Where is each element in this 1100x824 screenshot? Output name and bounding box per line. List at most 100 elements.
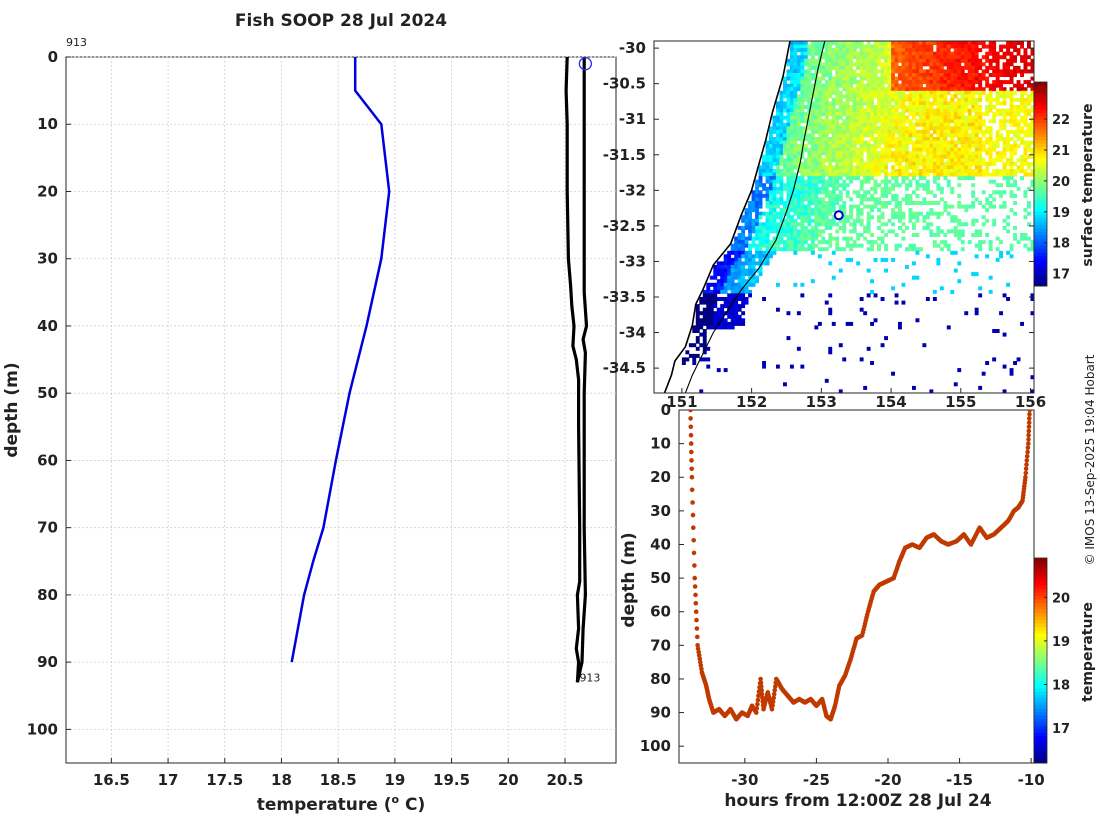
sst-cell bbox=[796, 48, 801, 53]
depth-time-y-tick-label: 40 bbox=[650, 535, 671, 553]
sst-cell bbox=[981, 69, 986, 74]
sst-cell bbox=[702, 321, 707, 326]
sst-cell bbox=[786, 62, 791, 67]
sst-cell bbox=[835, 87, 840, 92]
sst-cell bbox=[901, 197, 906, 202]
sst-cell bbox=[960, 115, 965, 120]
depth-time-point bbox=[696, 653, 702, 658]
sst-cell bbox=[877, 69, 881, 74]
sst-cell bbox=[845, 41, 850, 45]
sst-cell bbox=[912, 151, 916, 156]
sst-cell bbox=[985, 201, 990, 205]
sst-cell bbox=[873, 62, 878, 67]
sst-cell bbox=[751, 261, 756, 266]
sst-cell bbox=[894, 83, 899, 88]
sst-cell bbox=[981, 222, 986, 227]
sst-cell bbox=[1013, 140, 1017, 145]
sst-cell bbox=[870, 101, 874, 106]
sst-cell bbox=[842, 73, 847, 77]
sst-cell bbox=[796, 87, 801, 92]
sst-cell bbox=[723, 321, 728, 326]
sst-cell bbox=[824, 300, 829, 305]
sst-cell bbox=[838, 144, 843, 149]
sst-cell bbox=[852, 147, 857, 152]
sst-cell bbox=[803, 83, 808, 88]
sst-cell bbox=[706, 346, 711, 351]
sst-cell bbox=[783, 80, 787, 85]
sst-cell bbox=[800, 83, 805, 88]
sst-cell bbox=[842, 183, 847, 188]
sst-cell bbox=[786, 190, 791, 195]
sst-cell bbox=[817, 126, 822, 131]
sst-cell bbox=[737, 261, 742, 266]
sst-cell bbox=[925, 126, 930, 131]
sst-cell bbox=[908, 65, 913, 70]
sst-cell bbox=[849, 44, 854, 49]
sst-cell bbox=[814, 62, 819, 67]
sst-cell bbox=[985, 94, 990, 99]
sst-cell bbox=[1013, 58, 1017, 63]
sst-cell bbox=[884, 161, 888, 166]
sst-cell bbox=[988, 51, 993, 56]
sst-cell bbox=[727, 279, 732, 284]
sst-cell bbox=[898, 51, 902, 56]
sst-cell bbox=[905, 176, 909, 181]
sst-cell bbox=[793, 190, 798, 195]
sst-cell bbox=[936, 62, 941, 67]
depth-time-points bbox=[688, 410, 1032, 722]
credit-text: © IMOS 13-Sep-2025 19:04 Hobart bbox=[1083, 354, 1097, 565]
sst-cell bbox=[877, 119, 881, 124]
sst-cell bbox=[992, 218, 997, 223]
sst-cell bbox=[859, 158, 864, 163]
sst-cell bbox=[1002, 126, 1007, 131]
sst-cell bbox=[974, 69, 979, 74]
sst-colorbar-segment bbox=[1034, 245, 1047, 250]
map-x-tick-label: 154 bbox=[875, 393, 906, 411]
sst-cell bbox=[828, 101, 833, 106]
sst-cell bbox=[995, 62, 1000, 67]
sst-cell bbox=[842, 41, 847, 45]
sst-cell bbox=[783, 94, 787, 99]
sst-cell bbox=[744, 215, 749, 220]
sst-cell bbox=[835, 41, 840, 45]
sst-cell bbox=[1013, 179, 1017, 184]
sst-cell bbox=[803, 240, 808, 245]
sst-cell bbox=[1002, 172, 1007, 177]
sst-cell bbox=[894, 193, 899, 198]
sst-cell bbox=[863, 69, 868, 74]
sst-cell bbox=[859, 87, 864, 92]
sst-cell bbox=[831, 275, 836, 280]
sst-cell bbox=[1013, 183, 1017, 188]
sst-cell bbox=[734, 265, 739, 269]
sst-cell bbox=[1023, 208, 1028, 213]
sst-cell bbox=[995, 140, 1000, 145]
sst-cell bbox=[946, 62, 951, 67]
sst-cell bbox=[884, 76, 888, 81]
sst-cell bbox=[727, 311, 732, 316]
sst-cell bbox=[950, 126, 955, 131]
sst-cell bbox=[905, 133, 909, 138]
sst-cell bbox=[894, 293, 899, 298]
sst-cell bbox=[1023, 151, 1028, 156]
sst-cell bbox=[835, 151, 840, 156]
sst-cell bbox=[845, 243, 850, 248]
sst-cell bbox=[824, 201, 829, 205]
sst-cell bbox=[821, 186, 826, 191]
sst-cell bbox=[985, 108, 990, 113]
sst-cell bbox=[706, 314, 711, 319]
sst-cell bbox=[919, 94, 923, 99]
sst-cell bbox=[783, 161, 787, 166]
sst-cell bbox=[842, 165, 847, 170]
sst-cell bbox=[688, 343, 693, 348]
sst-cell bbox=[974, 87, 979, 92]
sst-cell bbox=[866, 215, 871, 220]
sst-cell bbox=[793, 165, 798, 170]
sst-cell bbox=[824, 129, 829, 134]
sst-cell bbox=[912, 62, 916, 67]
sst-cell bbox=[838, 172, 843, 177]
sst-cell bbox=[720, 265, 725, 269]
sst-cell bbox=[810, 236, 815, 241]
sst-cell bbox=[905, 193, 909, 198]
sst-cell bbox=[905, 105, 909, 109]
